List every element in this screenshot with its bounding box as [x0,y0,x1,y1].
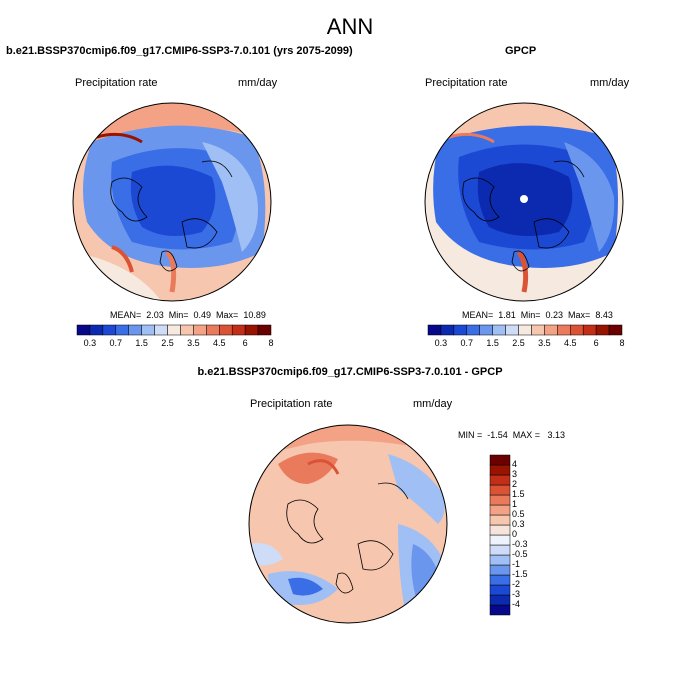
colorbar-tick-label: -0.5 [512,549,528,559]
panel-1-units-label: mm/day [238,77,278,89]
colorbar-swatch [518,324,532,336]
panel-1-variable-label: Precipitation rate [75,77,158,89]
colorbar-swatch [489,474,511,486]
colorbar-swatch [595,324,610,336]
colorbar-swatch [582,324,597,336]
panel-2-variable-label: Precipitation rate [425,77,508,89]
colorbar-tick-label: 6 [593,338,599,348]
panel-1-polar-map [72,102,272,302]
colorbar-swatch [257,324,272,336]
main-title: ANN [326,14,374,39]
colorbar-tick-label: 0.7 [109,338,123,348]
colorbar-tick-label: -1.5 [512,569,528,579]
colorbar-swatch [489,564,511,576]
colorbar-swatch [531,324,545,336]
colorbar-swatch [466,324,480,336]
colorbar-swatch [608,324,623,336]
colorbar-swatch [167,324,181,336]
colorbar-swatch [492,324,506,336]
colorbar-swatch [440,324,455,336]
colorbar-swatch [489,494,511,506]
colorbar-tick-label: 4.5 [213,338,226,348]
panel-3-colorbar-ticks: 4 3 2 1.5 1 0.5 0.3 0 -0.3 -0.5 -1 -1.5 -2 -3 -4 [512,455,542,615]
colorbar-swatch [489,534,511,546]
colorbar-tick-label: 4 [512,459,518,469]
colorbar-tick-label: 0.7 [460,338,474,348]
colorbar-swatch [489,554,511,566]
colorbar-tick-label: 0 [512,529,518,539]
colorbar-swatch [505,324,519,336]
panel-2-units-label: mm/day [590,77,630,89]
panel-2-polar-map [424,102,624,302]
colorbar-swatch [128,324,142,336]
panel-1-colorbar [76,324,272,336]
colorbar-tick-label: 2.5 [161,338,174,348]
colorbar-tick-label: 1.5 [512,489,525,499]
colorbar-tick-label: 3.5 [538,338,551,348]
colorbar-swatch [489,604,511,616]
colorbar-swatch [244,324,259,336]
panel-2-title: GPCP [505,45,537,57]
colorbar-tick-label: 8 [619,338,625,348]
colorbar-tick-label: 3 [512,469,518,479]
colorbar-tick-label: -1 [512,559,521,569]
colorbar-swatch [453,324,468,336]
colorbar-swatch [427,324,442,336]
panel-2-stats: MEAN= 1.81 Min= 0.23 Max= 8.43 [462,310,613,320]
colorbar-swatch [557,324,571,336]
colorbar-tick-label: 2 [512,479,518,489]
panel-2-colorbar [427,324,623,336]
colorbar-tick-label: 1.5 [486,338,499,348]
colorbar-tick-label: 1.5 [135,338,148,348]
colorbar-swatch [489,544,511,556]
colorbar-swatch [489,584,511,596]
panel-2-colorbar-ticks: 0.3 0.7 1.5 2.5 3.5 4.5 6 8 [428,338,625,350]
colorbar-swatch [544,324,558,336]
colorbar-tick-label: -0.3 [512,539,528,549]
colorbar-swatch [76,324,91,336]
colorbar-swatch [206,324,220,336]
panel-1-stats: MEAN= 2.03 Min= 0.49 Max= 10.89 [110,310,266,320]
colorbar-tick-label: -2 [512,579,521,589]
colorbar-tick-label: -4 [512,599,521,609]
colorbar-swatch [219,324,233,336]
colorbar-swatch [489,464,511,476]
panel-3-stats: MIN = -1.54 MAX = 3.13 [458,430,566,440]
panel-3-polar-map [248,424,448,624]
colorbar-swatch [193,324,207,336]
colorbar-swatch [102,324,117,336]
colorbar-swatch [180,324,194,336]
panel-3-title: b.e21.BSSP370cmip6.f09_g17.CMIP6-SSP3-7.… [197,366,503,378]
colorbar-swatch [231,324,246,336]
colorbar-swatch [489,504,511,516]
panel-3-variable-label: Precipitation rate [250,398,333,410]
colorbar-swatch [154,324,168,336]
colorbar-swatch [570,324,584,336]
colorbar-tick-label: 0.5 [512,509,525,519]
colorbar-tick-label: 0.3 [83,338,97,348]
colorbar-tick-label: 8 [268,338,274,348]
colorbar-swatch [489,594,511,606]
panel-3-units-label: mm/day [413,398,453,410]
colorbar-tick-label: 1 [512,499,518,509]
colorbar-swatch [479,324,493,336]
colorbar-swatch [489,484,511,496]
colorbar-swatch [489,454,511,466]
panel-1-title: b.e21.BSSP370cmip6.f09_g17.CMIP6-SSP3-7.… [6,45,353,57]
colorbar-swatch [489,524,511,536]
colorbar-swatch [115,324,129,336]
colorbar-tick-label: 2.5 [512,338,525,348]
colorbar-swatch [141,324,155,336]
colorbar-tick-label: -3 [512,589,521,599]
colorbar-tick-label: 4.5 [564,338,577,348]
colorbar-tick-label: 6 [242,338,248,348]
colorbar-tick-label: 0.3 [512,519,525,529]
panel-3-colorbar [489,454,511,616]
panel-1-colorbar-ticks: 0.3 0.7 1.5 2.5 3.5 4.5 6 8 [77,338,274,350]
colorbar-tick-label: 3.5 [187,338,200,348]
colorbar-swatch [489,574,511,586]
colorbar-tick-label: 0.3 [434,338,448,348]
colorbar-swatch [89,324,104,336]
colorbar-swatch [489,514,511,526]
